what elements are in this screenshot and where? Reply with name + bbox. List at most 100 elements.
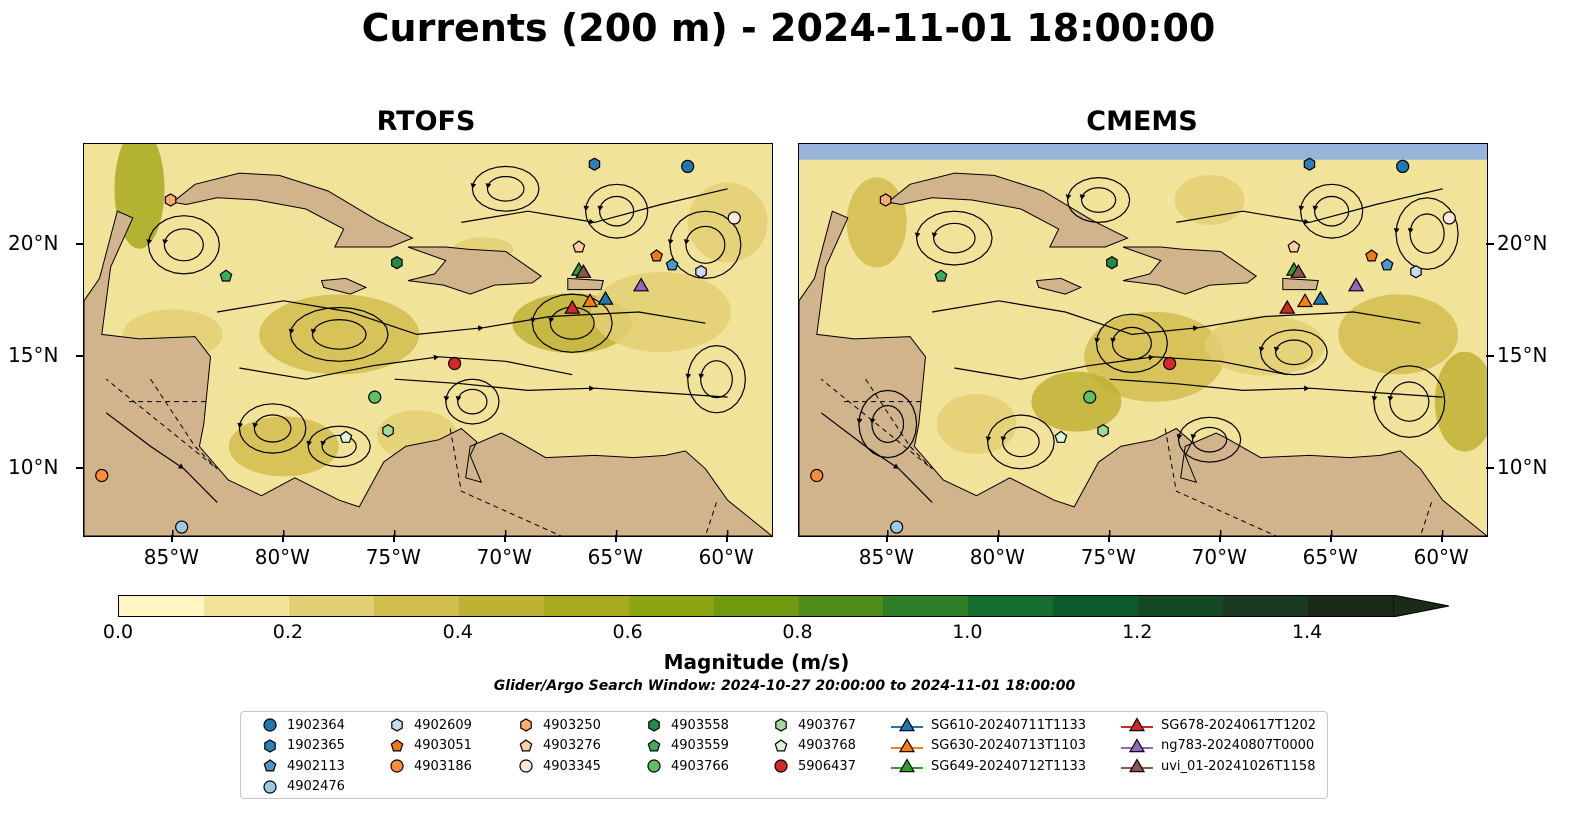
legend-item: 4903345 <box>517 757 601 775</box>
colorbar-tick-label: 0.0 <box>102 621 134 643</box>
colorbar-segment <box>543 596 629 616</box>
legend-label: 1902364 <box>287 717 345 733</box>
circle-marker-icon <box>390 759 404 773</box>
map-marker-4902476[interactable] <box>175 520 189 534</box>
colorbar-segment <box>1138 596 1224 616</box>
map-marker-4903276[interactable] <box>572 240 586 253</box>
colorbar-segment <box>203 596 289 616</box>
map-marker-5906437[interactable] <box>1163 356 1177 371</box>
legend-item: SG678-20240617T1202 <box>1121 716 1316 734</box>
map-marker-4903559[interactable] <box>934 269 948 282</box>
legend-label: 4903767 <box>798 717 856 733</box>
map-marker-SG678-20240617T1202[interactable] <box>1279 299 1296 314</box>
map-marker-4903250[interactable] <box>164 193 177 207</box>
lon-tick-label: 75°W <box>365 545 421 569</box>
map-marker-4902113[interactable] <box>1380 258 1394 271</box>
legend-label: 4903250 <box>543 717 601 733</box>
map-marker-4902609[interactable] <box>695 265 707 279</box>
map-marker-4902476[interactable] <box>890 520 904 534</box>
map-marker-4903186[interactable] <box>810 468 824 483</box>
panel-title-rtofs: RTOFS <box>376 106 476 137</box>
circle-marker-icon <box>263 779 277 794</box>
circle-marker-icon <box>263 718 277 732</box>
hexagon-marker-icon <box>391 718 403 732</box>
colorbar-segment <box>119 596 204 616</box>
map-marker-uvi_01-20241026T1158[interactable] <box>575 264 592 278</box>
lat-tick-label-right: 15°N <box>1497 342 1548 367</box>
map-marker-4903051[interactable] <box>1365 249 1379 262</box>
pentagon-marker-icon <box>390 738 404 751</box>
legend-label: 4903276 <box>543 738 601 753</box>
legend-label: 4902113 <box>287 758 345 774</box>
hexagon-marker-icon <box>648 718 660 732</box>
map-marker-4903345[interactable] <box>727 211 741 225</box>
colorbar-segment <box>883 596 969 616</box>
triangle-marker-icon <box>1121 737 1153 752</box>
map-marker-4903558[interactable] <box>391 256 403 270</box>
lat-tick-mark <box>1486 354 1494 357</box>
panel-title-cmems: CMEMS <box>1086 106 1198 137</box>
legend-label: 4902609 <box>414 717 472 733</box>
legend-item: SG610-20240711T1133 <box>891 716 1086 734</box>
colorbar-segment <box>968 596 1054 616</box>
search-window-note: Glider/Argo Search Window: 2024-10-27 20… <box>493 678 1076 694</box>
colorbar-segment <box>1308 596 1394 616</box>
lon-tick-label: 85°W <box>858 545 914 569</box>
map-marker-4902113[interactable] <box>665 258 679 271</box>
map-marker-ng783-20240807T0000[interactable] <box>632 277 650 292</box>
map-marker-4903766[interactable] <box>1083 390 1097 404</box>
legend-item: 4903276 <box>517 737 601 755</box>
map-marker-4903186[interactable] <box>95 468 109 483</box>
map-marker-ng783-20240807T0000[interactable] <box>1347 277 1365 292</box>
map-marker-SG610-20240711T1133[interactable] <box>597 290 614 305</box>
map-marker-1902365[interactable] <box>588 157 601 171</box>
map-marker-4903558[interactable] <box>1106 256 1118 270</box>
map-marker-SG630-20240713T1103[interactable] <box>1296 293 1314 308</box>
figure-title: Currents (200 m) - 2024-11-01 18:00:00 <box>361 6 1216 50</box>
map-marker-1902365[interactable] <box>1303 157 1316 171</box>
map-marker-uvi_01-20241026T1158[interactable] <box>1290 264 1307 278</box>
legend-label: 1902365 <box>287 738 345 753</box>
map-marker-4903768[interactable] <box>339 430 353 443</box>
lon-tick-mark <box>614 535 617 542</box>
lon-tick-label: 65°W <box>587 545 643 569</box>
map-marker-4903250[interactable] <box>879 193 892 207</box>
circle-marker-icon <box>519 759 533 773</box>
lon-tick-mark <box>725 535 728 542</box>
circle-marker-icon <box>774 759 788 773</box>
map-marker-SG630-20240713T1103[interactable] <box>581 293 599 308</box>
legend-item: ng783-20240807T0000 <box>1121 737 1314 755</box>
map-marker-4903767[interactable] <box>382 424 394 438</box>
legend-item: 4902609 <box>388 716 472 734</box>
map-marker-4903768[interactable] <box>1054 430 1068 443</box>
map-marker-4903345[interactable] <box>1442 211 1456 225</box>
map-marker-5906437[interactable] <box>448 356 462 371</box>
legend-item: 4903051 <box>388 737 472 755</box>
colorbar-segment <box>373 596 459 616</box>
map-marker-4903559[interactable] <box>219 269 233 282</box>
map-marker-1902364[interactable] <box>681 159 695 173</box>
map-marker-4903766[interactable] <box>368 390 382 404</box>
map-marker-SG678-20240617T1202[interactable] <box>564 299 581 314</box>
legend-item: 4903768 <box>772 737 856 755</box>
lat-tick-label-right: 10°N <box>1497 454 1548 479</box>
hexagon-marker-icon <box>520 718 532 732</box>
lat-tick-label-left: 20°N <box>8 230 59 255</box>
map-marker-4903276[interactable] <box>1287 240 1301 253</box>
map-marker-1902364[interactable] <box>1396 159 1410 173</box>
legend-item: 4903558 <box>645 716 729 734</box>
lat-tick-label-left: 15°N <box>8 342 59 367</box>
lat-tick-label-right: 20°N <box>1497 230 1548 255</box>
map-marker-4903051[interactable] <box>650 249 664 262</box>
lat-tick-mark <box>76 242 84 245</box>
map-marker-4903767[interactable] <box>1097 424 1109 438</box>
legend-label: 4902476 <box>287 779 345 794</box>
legend-label: SG630-20240713T1103 <box>931 738 1087 753</box>
map-rtofs[interactable] <box>83 143 773 537</box>
colorbar-tick-label: 1.4 <box>1291 621 1323 643</box>
map-marker-4902609[interactable] <box>1410 265 1422 279</box>
pentagon-marker-icon <box>263 759 277 772</box>
map-marker-SG610-20240711T1133[interactable] <box>1312 290 1329 305</box>
legend-item: 4902113 <box>261 757 345 775</box>
map-cmems[interactable] <box>798 143 1488 537</box>
